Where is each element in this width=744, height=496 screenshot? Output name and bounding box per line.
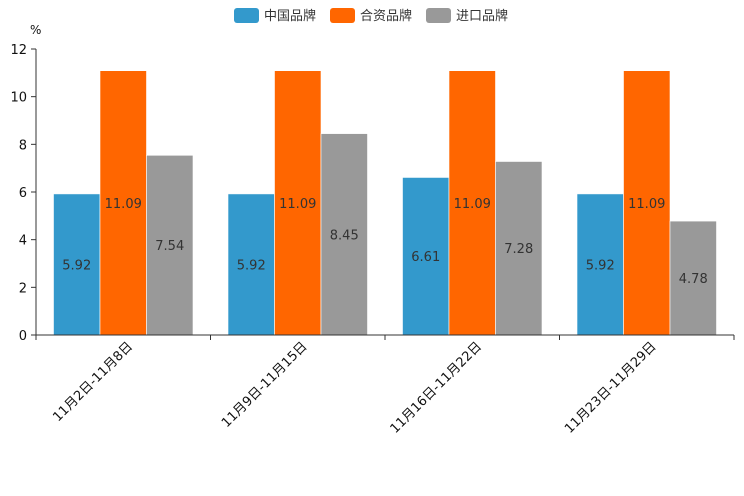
bar-value-label: 5.92	[237, 258, 266, 273]
legend: 中国品牌 合资品牌 进口品牌	[234, 8, 508, 24]
bar-value-label: 4.78	[679, 272, 708, 287]
bars: 5.92 11.09 7.54 5.92 11.09 8.45 6.61 11.09 7.28 5…	[53, 70, 717, 336]
bar-value-label: 11.09	[105, 197, 142, 212]
bar	[623, 70, 671, 336]
legend-swatch	[234, 8, 259, 23]
bar-value-label: 8.45	[330, 228, 359, 243]
bar-value-label: 7.54	[155, 239, 184, 254]
y-tick-label: 8	[19, 138, 27, 153]
bar-value-label: 6.61	[411, 250, 440, 265]
bar	[402, 177, 450, 336]
bar-value-label: 11.09	[628, 197, 665, 212]
y-tick-label: 4	[19, 234, 27, 249]
bar	[53, 193, 101, 336]
legend-label: 合资品牌	[360, 8, 412, 24]
y-tick-label: 12	[10, 43, 27, 58]
x-category-label: 11月16日-11月22日	[388, 339, 485, 436]
y-axis: 0 2 4 6 8 10 12	[10, 43, 37, 344]
legend-label: 进口品牌	[456, 8, 508, 24]
bar-value-label: 5.92	[586, 258, 615, 273]
legend-swatch	[330, 8, 355, 23]
bar	[669, 220, 717, 336]
y-tick-label: 6	[19, 186, 27, 201]
y-tick-label: 2	[19, 281, 27, 296]
legend-swatch	[426, 8, 451, 23]
x-category-label: 11月23日-11月29日	[562, 339, 659, 436]
bar-value-label: 11.09	[454, 197, 491, 212]
y-tick-label: 10	[10, 91, 27, 106]
y-axis-unit-label: %	[30, 23, 41, 37]
x-category-label: 11月2日-11月8日	[50, 339, 136, 425]
x-axis: 11月2日-11月8日 11月9日-11月15日 11月16日-11月22日 11月2…	[35, 334, 735, 437]
bar	[146, 154, 194, 336]
bar-value-label: 5.92	[62, 258, 91, 273]
bar	[99, 70, 147, 336]
bar	[320, 133, 368, 336]
bar-value-label: 11.09	[279, 197, 316, 212]
y-tick-label: 0	[19, 329, 27, 344]
bar	[448, 70, 496, 336]
bar-value-label: 7.28	[504, 242, 533, 257]
legend-label: 中国品牌	[264, 8, 316, 24]
x-category-label: 11月9日-11月15日	[219, 339, 311, 431]
